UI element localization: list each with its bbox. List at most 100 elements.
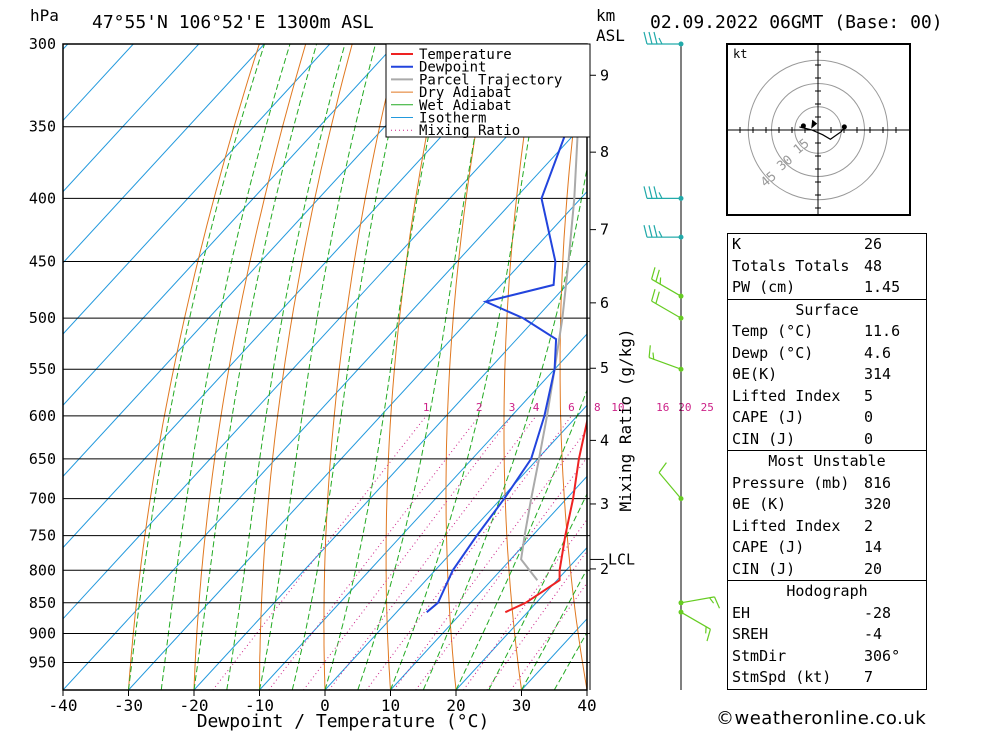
wind-barb-flag <box>648 345 651 358</box>
stats-row: CAPE (J) 14 <box>728 537 926 559</box>
stats-value: -28 <box>864 603 892 622</box>
stats-row: CIN (J) 20 <box>728 559 926 581</box>
stats-section-title: Most Unstable <box>768 452 886 470</box>
storm-motion-marker <box>811 119 818 129</box>
wet-adiabat-line <box>128 44 265 690</box>
stats-row: θE (K) 320 <box>728 494 926 516</box>
wind-barb-flag <box>655 291 660 304</box>
wind-barb-flag <box>653 31 658 45</box>
hodograph-stats-box: Hodograph EH -28 SREH -4 StmDir 306° StmSpd (kt… <box>727 581 927 690</box>
wind-barb-flag <box>658 230 663 238</box>
wind-barb-flag <box>651 289 656 302</box>
mixing-ratio-label: 1 <box>423 401 430 414</box>
stats-section-title: Surface <box>795 300 859 319</box>
hpa-unit-label: hPa <box>30 6 59 25</box>
pressure-tick-label: 850 <box>29 594 56 612</box>
mixing-ratio-label: 2 <box>476 401 483 414</box>
wind-barb-shaft <box>658 472 682 500</box>
stats-value: 26 <box>864 235 883 253</box>
stats-value: 2 <box>864 516 874 535</box>
stats-value: 14 <box>864 538 883 556</box>
wind-barb-dot <box>678 195 684 201</box>
pressure-tick-label: 400 <box>29 189 56 207</box>
wind-barb-flag <box>651 267 656 280</box>
pressure-tick-label: 300 <box>29 35 56 53</box>
stats-label: PW (cm) <box>732 278 796 296</box>
mixing-ratio-label: 8 <box>594 401 601 414</box>
stats-label: CAPE (J) <box>732 408 805 426</box>
km-tick-label: 7 <box>600 221 609 239</box>
mixing-ratio-labels: 1 2 3 4 6 8 10 16 20 25 <box>423 401 714 414</box>
dry-adiabat-line <box>445 44 492 690</box>
pressure-tick-label: 800 <box>29 561 56 579</box>
stats-value: 0 <box>864 429 874 448</box>
dewpoint-line <box>426 44 577 613</box>
stats-row: K 26 <box>728 234 926 256</box>
isotherm-line <box>63 44 527 549</box>
pressure-tick-label: 450 <box>29 253 56 271</box>
isotherm-line <box>63 48 587 620</box>
temperature-tick-label: -20 <box>180 696 209 715</box>
wind-barb-flag <box>653 225 658 238</box>
asl-unit-label: ASL <box>596 26 625 45</box>
wind-barb-flag <box>648 225 653 238</box>
wet-adiabat-line <box>291 44 410 690</box>
stats-label: Dewp (°C) <box>732 343 814 362</box>
wet-adiabat-line <box>422 165 587 690</box>
dry-adiabat-line <box>503 44 539 690</box>
hodograph-point <box>841 124 847 130</box>
wind-barb-flag <box>648 31 653 45</box>
temperature-tick-label: -30 <box>114 696 143 715</box>
stats-label: θE(K) <box>732 365 778 383</box>
wind-barb-flag <box>653 186 658 199</box>
wind-barb-flag <box>655 269 660 282</box>
wet-adiabat-line <box>488 492 587 690</box>
km-tick-label: 3 <box>600 495 609 513</box>
legend-label: Dry Adiabat <box>419 85 512 101</box>
isotherm-line <box>63 44 265 264</box>
wind-barb-flag <box>713 596 721 609</box>
stats-label: Lifted Index <box>732 386 841 405</box>
wind-barb-dot <box>678 609 684 615</box>
pressure-tick-label: 900 <box>29 624 56 642</box>
dry-adiabat-line <box>128 44 260 690</box>
stats-row: Totals Totals 48 <box>728 256 926 278</box>
pressure-tick-label: 500 <box>29 309 56 327</box>
isotherm-line <box>63 44 200 193</box>
temperature-line <box>504 417 587 614</box>
lcl-label: LCL <box>608 550 635 568</box>
wet-adiabat-line <box>521 568 587 690</box>
hodograph-point <box>800 123 806 129</box>
wind-barb-flag <box>658 192 663 199</box>
wind-barb-shaft <box>680 611 711 630</box>
stats-label: K <box>732 235 742 253</box>
stats-value: 7 <box>864 668 874 686</box>
site-credit: ©weatheronline.co.uk <box>716 708 927 729</box>
wind-barb-dot <box>678 293 684 299</box>
pressure-tick-label: 750 <box>29 527 56 545</box>
sounding-profiles <box>426 44 587 614</box>
general-indices-box: K 26 Totals Totals 48 PW (cm) 1.45 <box>727 233 927 300</box>
pressure-tick-label: 700 <box>29 490 56 508</box>
x-axis-title: Dewpoint / Temperature (°C) <box>197 711 490 732</box>
wind-barb-flag <box>643 225 648 238</box>
temperature-tick-label: 20 <box>446 696 465 715</box>
wind-barbs <box>643 31 721 642</box>
stats-row: CIN (J) 0 <box>728 429 926 451</box>
wind-barb-flag <box>709 597 715 604</box>
dry-adiabat-line <box>193 44 307 690</box>
mixing-ratio-label: 3 <box>509 401 516 414</box>
stats-row: Pressure (mb) 816 <box>728 473 926 495</box>
stats-panel: K 26 Totals Totals 48 PW (cm) 1.45 Surface Tem… <box>727 233 927 690</box>
temperature-tick-label: 30 <box>512 696 531 715</box>
wind-barb-flag <box>652 352 655 360</box>
surface-box: Surface Temp (°C) 11.6 Dewp (°C) 4.6 θE(K) 314… <box>727 299 927 451</box>
wind-barb-flag <box>658 37 663 45</box>
pressure-tick-label: 550 <box>29 360 56 378</box>
wet-adiabat-line <box>455 388 587 690</box>
mixing-ratio-line <box>365 415 572 690</box>
wind-barb-dot <box>678 41 684 47</box>
wind-barb-shaft <box>680 596 715 604</box>
stats-row: Temp (°C) 11.6 <box>728 321 926 343</box>
